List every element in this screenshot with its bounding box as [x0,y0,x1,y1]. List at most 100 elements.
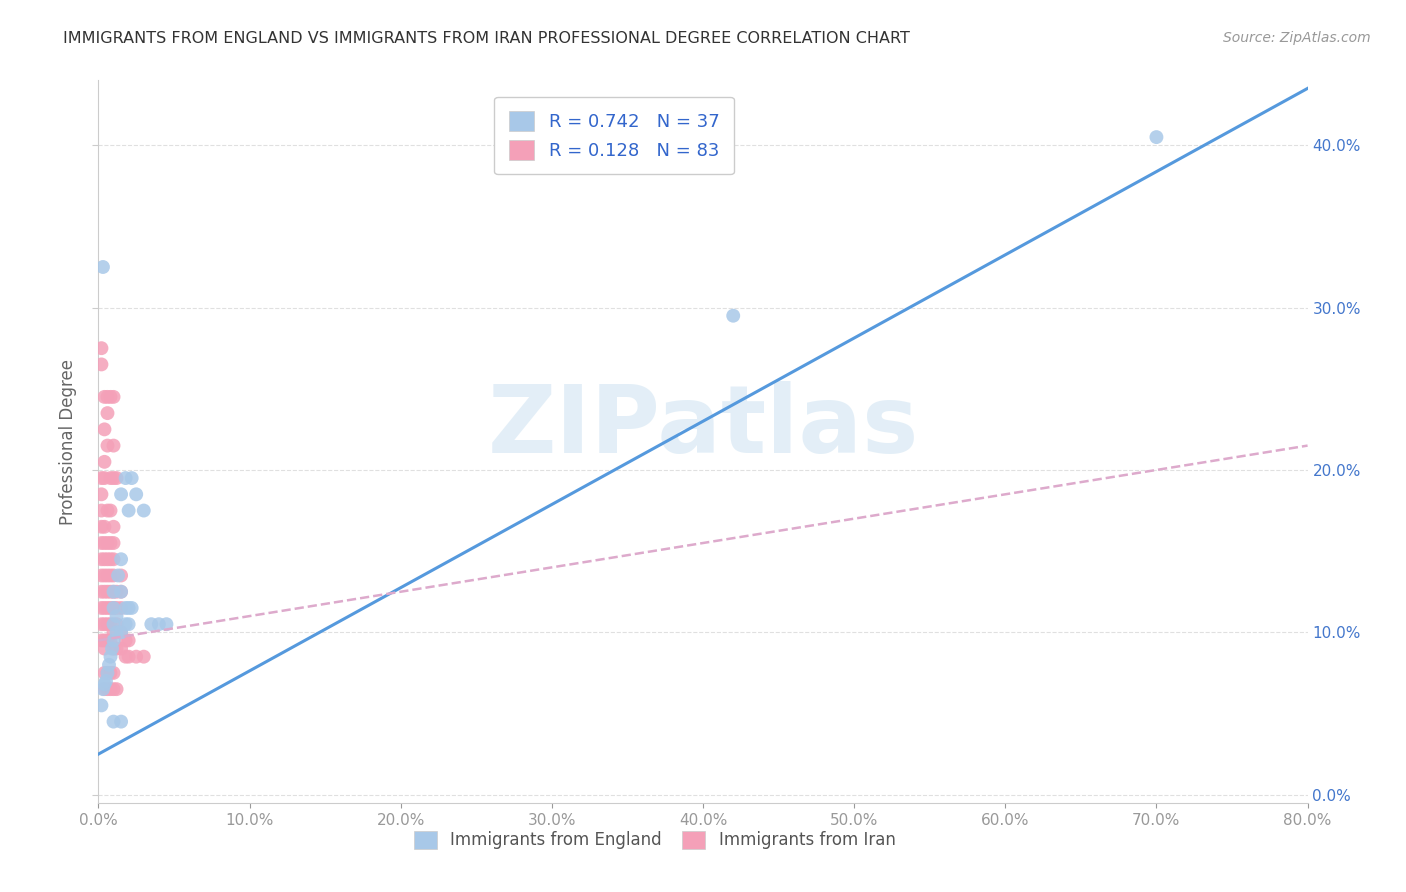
Point [93,677,115,691]
Point [105,617,128,632]
Point [96,601,118,615]
Point [105,601,128,615]
Y-axis label: Professional Degree: Professional Degree [59,359,77,524]
Point [110,584,132,599]
Point [103,552,125,566]
Point [125,649,148,664]
Point [100,633,122,648]
Point [93,641,115,656]
Point [118,617,141,632]
Point [101,641,124,656]
Point [105,584,128,599]
Point [103,633,125,648]
Point [90,503,112,517]
Point [93,633,115,648]
Point [103,584,125,599]
Point [93,584,115,599]
Point [118,503,141,517]
Point [105,682,128,697]
Point [96,503,118,517]
Point [103,665,125,680]
Point [100,601,122,615]
Point [90,617,112,632]
Point [96,536,118,550]
Point [118,633,141,648]
Text: Source: ZipAtlas.com: Source: ZipAtlas.com [1223,31,1371,45]
Point [155,617,177,632]
Point [132,503,155,517]
Point [103,641,125,656]
Point [103,617,125,632]
Point [100,617,122,632]
Point [96,439,118,453]
Point [96,568,118,582]
Point [125,487,148,501]
Point [114,471,136,485]
Point [91,682,114,697]
Point [96,665,118,680]
Point [105,641,128,656]
Point [118,601,141,615]
Point [110,487,132,501]
Point [114,649,136,664]
Text: IMMIGRANTS FROM ENGLAND VS IMMIGRANTS FROM IRAN PROFESSIONAL DEGREE CORRELATION : IMMIGRANTS FROM ENGLAND VS IMMIGRANTS FR… [63,31,910,46]
Point [103,601,125,615]
Point [110,714,132,729]
Point [93,665,115,680]
Point [114,633,136,648]
Point [100,584,122,599]
Point [100,390,122,404]
Point [96,552,118,566]
Point [132,649,155,664]
Point [118,649,141,664]
Point [90,358,112,372]
Point [103,625,125,640]
Point [90,698,112,713]
Point [98,657,121,672]
Point [90,601,112,615]
Point [103,520,125,534]
Point [93,455,115,469]
Point [93,536,115,550]
Point [90,341,112,355]
Point [96,682,118,697]
Point [90,536,112,550]
Point [103,714,125,729]
Point [90,633,112,648]
Point [96,665,118,680]
Point [121,601,143,615]
Point [100,536,122,550]
Point [110,552,132,566]
Point [90,487,112,501]
Point [100,682,122,697]
Point [96,584,118,599]
Point [121,471,143,485]
Point [93,568,115,582]
Point [110,625,132,640]
Text: ZIPatlas: ZIPatlas [488,381,918,473]
Point [103,439,125,453]
Point [103,568,125,582]
Point [110,601,132,615]
Point [103,601,125,615]
Point [723,309,745,323]
Point [93,390,115,404]
Point [105,471,128,485]
Point [105,625,128,640]
Point [96,617,118,632]
Point [93,422,115,436]
Point [96,633,118,648]
Point [100,503,122,517]
Point [110,584,132,599]
Point [103,682,125,697]
Point [107,568,129,582]
Point [148,617,170,632]
Point [110,568,132,582]
Point [94,673,117,688]
Point [93,471,115,485]
Point [103,471,125,485]
Point [100,471,122,485]
Point [93,682,115,697]
Point [100,552,122,566]
Point [93,552,115,566]
